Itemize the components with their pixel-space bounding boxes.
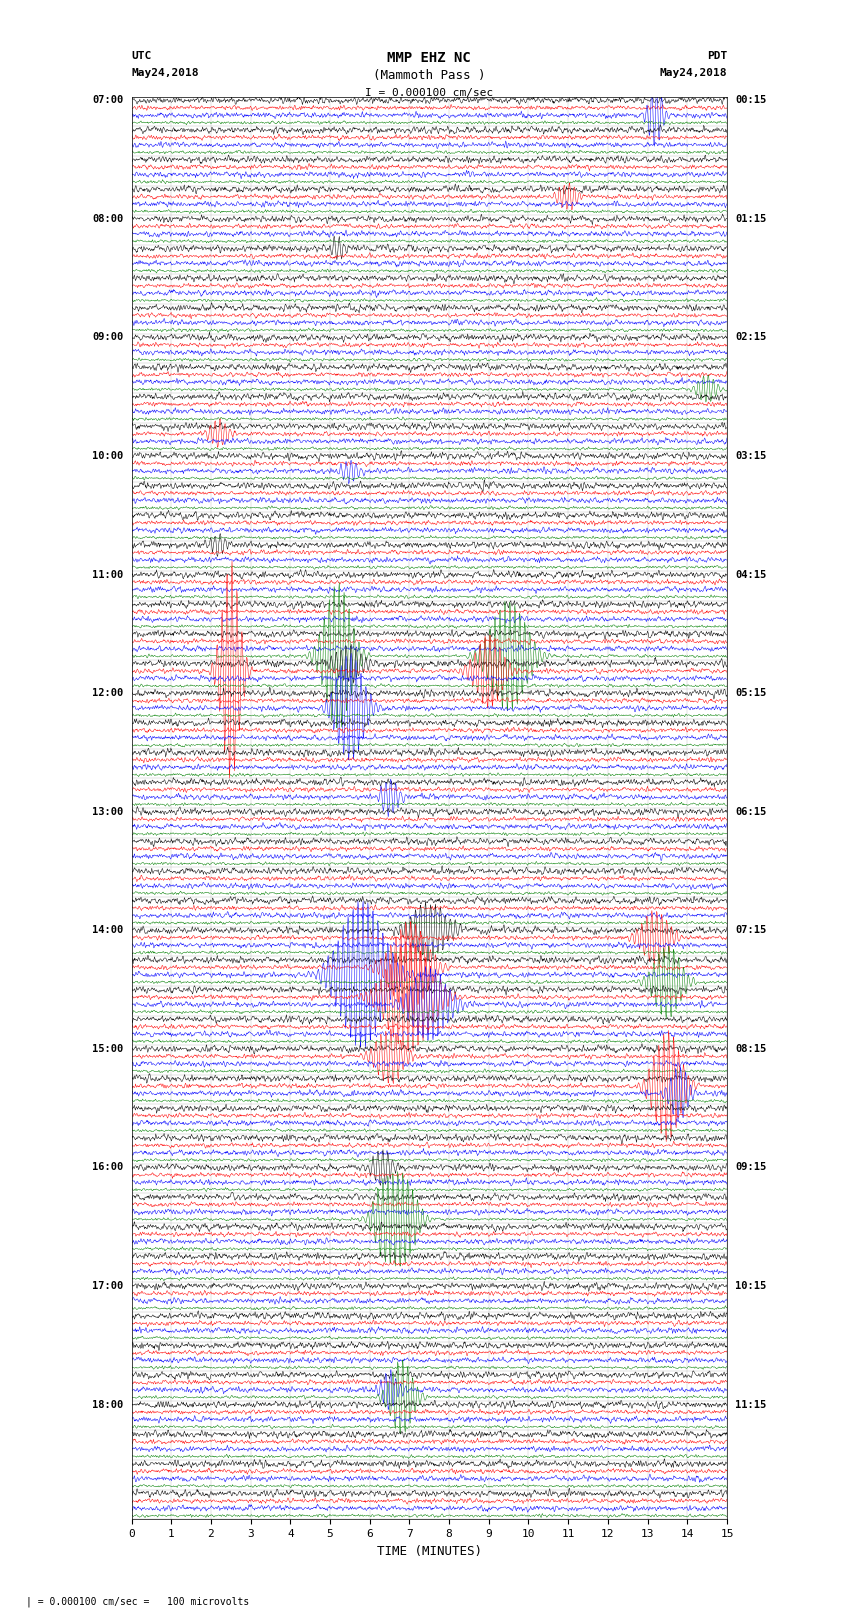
Text: 14:00: 14:00 (93, 926, 123, 936)
Text: 11:00: 11:00 (93, 569, 123, 579)
Text: | = 0.000100 cm/sec =   100 microvolts: | = 0.000100 cm/sec = 100 microvolts (26, 1595, 249, 1607)
Text: 16:00: 16:00 (93, 1163, 123, 1173)
Text: 02:15: 02:15 (735, 332, 766, 342)
Text: UTC: UTC (132, 52, 152, 61)
Text: 00:15: 00:15 (735, 95, 766, 105)
Text: 15:00: 15:00 (93, 1044, 123, 1053)
Text: 07:00: 07:00 (93, 95, 123, 105)
Text: 17:00: 17:00 (93, 1281, 123, 1290)
Text: 05:15: 05:15 (735, 689, 766, 698)
Text: May24,2018: May24,2018 (660, 68, 727, 77)
Text: 07:15: 07:15 (735, 926, 766, 936)
Text: May24,2018: May24,2018 (132, 68, 199, 77)
Text: 10:15: 10:15 (735, 1281, 766, 1290)
Text: I = 0.000100 cm/sec: I = 0.000100 cm/sec (366, 89, 493, 98)
Text: 12:00: 12:00 (93, 689, 123, 698)
Text: 08:15: 08:15 (735, 1044, 766, 1053)
Text: 03:15: 03:15 (735, 452, 766, 461)
Text: 13:00: 13:00 (93, 806, 123, 816)
Text: 01:15: 01:15 (735, 215, 766, 224)
Text: 18:00: 18:00 (93, 1400, 123, 1410)
Text: 10:00: 10:00 (93, 452, 123, 461)
Text: 09:00: 09:00 (93, 332, 123, 342)
X-axis label: TIME (MINUTES): TIME (MINUTES) (377, 1545, 482, 1558)
Text: 04:15: 04:15 (735, 569, 766, 579)
Text: 11:15: 11:15 (735, 1400, 766, 1410)
Text: 09:15: 09:15 (735, 1163, 766, 1173)
Text: (Mammoth Pass ): (Mammoth Pass ) (373, 69, 485, 82)
Text: MMP EHZ NC: MMP EHZ NC (388, 52, 471, 66)
Text: PDT: PDT (706, 52, 727, 61)
Text: 06:15: 06:15 (735, 806, 766, 816)
Text: 08:00: 08:00 (93, 215, 123, 224)
